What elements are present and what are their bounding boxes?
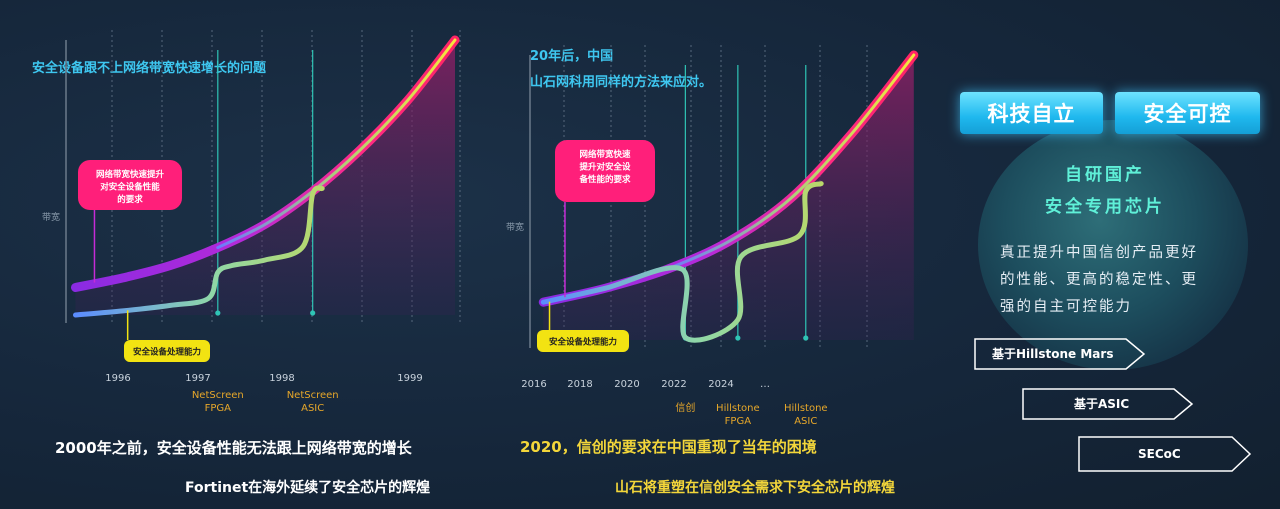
circle-title-line-1: 自研国产: [1065, 165, 1145, 185]
demand-annotation-text: 网络带宽快速: [579, 149, 631, 160]
chart-title: 安全设备跟不上网络带宽快速增长的问题: [32, 60, 267, 76]
x-tick-label: 2020: [614, 379, 639, 390]
marker-dot-1: [215, 310, 221, 316]
x-tick-label: 2016: [521, 379, 546, 390]
capability-annotation-text: 安全设备处理能力: [549, 337, 617, 348]
step-secoc: SECoC: [1078, 436, 1252, 472]
x-tick-label: 2024: [708, 379, 733, 390]
chart-title-line-1: 20年后，中国: [530, 48, 613, 64]
series-capability-line: [73, 185, 325, 318]
series-demand-highlight: [216, 38, 457, 250]
capability-annotation-box: [537, 330, 629, 352]
circle-body-line-2: 的性能、更高的稳定性、更: [1000, 272, 1198, 288]
marker-label-2: NetScreen: [287, 390, 339, 401]
x-tick-label: 2022: [661, 379, 686, 390]
y-axis-label: 带宽: [506, 221, 524, 233]
series-capability-line: [540, 181, 824, 343]
step-asic-label: 基于ASIC: [1074, 397, 1130, 411]
x-tick-label: 2018: [567, 379, 592, 390]
marker-label-1: FPGA: [205, 403, 232, 414]
circle-body: 真正提升中国信创产品更好 的性能、更高的稳定性、更 强的自主可控能力: [1000, 240, 1220, 321]
marker-dot-3: [803, 335, 809, 341]
tag-security-control: 安全可控: [1115, 92, 1260, 134]
x-tick-label: 1996: [105, 373, 130, 384]
marker-label-3: ASIC: [794, 416, 817, 427]
capability-annotation-box: [124, 340, 210, 362]
step-hillstone-mars: 基于Hillstone Mars: [974, 338, 1146, 370]
chart-subcaption: Fortinet在海外延续了安全芯片的辉煌: [185, 479, 430, 496]
step-asic: 基于ASIC: [1022, 388, 1194, 420]
x-tick-label: …: [760, 379, 770, 390]
y-axis-label: 带宽: [42, 211, 60, 223]
marker-label-2: ASIC: [301, 403, 324, 414]
demand-annotation-text: 的要求: [117, 194, 143, 205]
demand-area: [543, 55, 914, 340]
x-tick-label: 1997: [185, 373, 210, 384]
circle-title-line-2: 安全专用芯片: [1045, 197, 1165, 217]
demand-area: [75, 40, 456, 315]
capability-annotation-text: 安全设备处理能力: [133, 347, 201, 358]
demand-annotation-text: 提升对安全设: [579, 162, 631, 173]
chart-title-line-2: 山石网科用同样的方法来应对。: [530, 74, 712, 90]
marker-label-1: 信创: [675, 401, 695, 414]
x-tick-label: 1999: [397, 373, 422, 384]
step-secoc-label: SECoC: [1138, 447, 1181, 461]
circle-body-line-3: 强的自主可控能力: [1000, 299, 1132, 315]
marker-dot-2: [310, 310, 316, 316]
x-tick-label: 1998: [269, 373, 294, 384]
demand-annotation-text: 备性能的要求: [578, 174, 631, 185]
step-hillstone-mars-label: 基于Hillstone Mars: [992, 347, 1114, 361]
demand-annotation-box: [555, 140, 655, 202]
demand-annotation-text: 网络带宽快速提升: [96, 169, 165, 180]
chip-circle: [978, 120, 1248, 370]
marker-label-2: Hillstone: [716, 403, 760, 414]
circle-body-line-1: 真正提升中国信创产品更好: [1000, 245, 1198, 261]
chart-caption: 2000年之前，安全设备性能无法跟上网络带宽的增长: [55, 439, 413, 457]
marker-label-1: NetScreen: [192, 390, 244, 401]
demand-annotation-text: 对安全设备性能: [100, 182, 160, 193]
demand-annotation-box: [78, 160, 182, 210]
marker-label-2: FPGA: [725, 416, 752, 427]
series-demand-highlight: [665, 53, 916, 271]
tag-tech-independence: 科技自立: [960, 92, 1103, 134]
chart-subcaption: 山石将重塑在信创安全需求下安全芯片的辉煌: [615, 479, 895, 496]
chart-caption: 2020，信创的要求在中国重现了当年的困境: [520, 438, 817, 456]
marker-dot-2: [735, 335, 741, 341]
marker-label-3: Hillstone: [784, 403, 828, 414]
